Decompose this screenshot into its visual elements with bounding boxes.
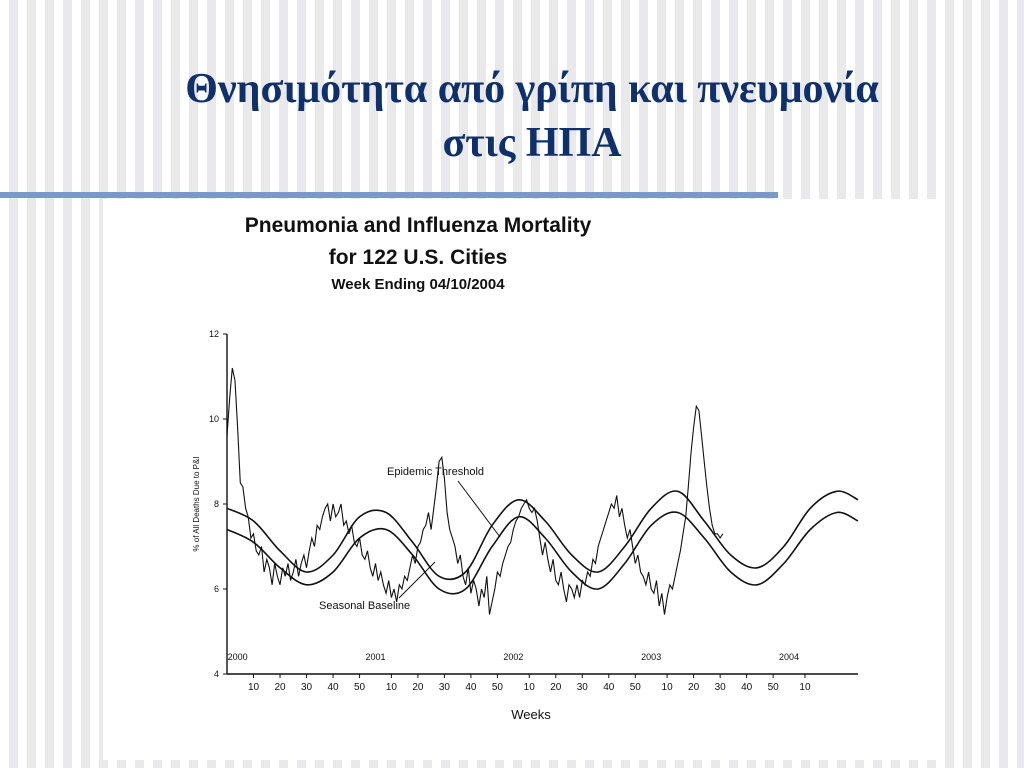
y-tick-label: 4 bbox=[214, 669, 219, 679]
x-tick-label: 20 bbox=[274, 682, 286, 693]
y-axis-label: % of All Deaths Due to P&I bbox=[192, 456, 201, 551]
observed-line bbox=[226, 367, 724, 615]
y-tick-label: 8 bbox=[214, 499, 219, 509]
chart-subtitle: for 122 U.S. Cities bbox=[329, 246, 508, 269]
chart-panel: Pneumonia and Influenza Mortality for 12… bbox=[103, 199, 940, 760]
year-label: 2003 bbox=[641, 652, 661, 662]
year-label: 2002 bbox=[503, 652, 523, 662]
x-tick-label: 10 bbox=[248, 682, 260, 693]
x-tick-label: 20 bbox=[412, 682, 424, 693]
x-tick-label: 50 bbox=[354, 682, 366, 693]
slide-title-line-2: στις ΗΠΑ bbox=[442, 120, 622, 166]
year-label: 2001 bbox=[365, 652, 385, 662]
x-tick-label: 20 bbox=[688, 682, 700, 693]
x-tick-label: 40 bbox=[741, 682, 753, 693]
seasonal-baseline-pointer bbox=[398, 561, 436, 599]
slide-title: Θνησιμότητα από γρίπη και πνευμονία στις… bbox=[60, 62, 1004, 170]
x-axis-label: Weeks bbox=[511, 707, 551, 722]
year-labels: 2000 2001 2002 2003 2004 bbox=[228, 652, 799, 662]
y-tick-label: 12 bbox=[209, 329, 219, 339]
epidemic-threshold-pointer bbox=[457, 480, 501, 538]
x-tick-label: 30 bbox=[439, 682, 451, 693]
chart-subtitle-2: Week Ending 04/10/2004 bbox=[331, 276, 505, 293]
x-tick-label: 10 bbox=[662, 682, 674, 693]
epidemic-threshold-annotation: Epidemic Threshold bbox=[387, 466, 484, 478]
chart-title: Pneumonia and Influenza Mortality bbox=[245, 214, 592, 237]
x-tick-label: 40 bbox=[327, 682, 339, 693]
epidemic-threshold-line bbox=[226, 490, 859, 581]
x-tick-label: 50 bbox=[492, 682, 504, 693]
x-tick-label: 50 bbox=[630, 682, 642, 693]
seasonal-baseline-annotation: Seasonal Baseline bbox=[319, 600, 410, 612]
y-tick-label: 10 bbox=[209, 414, 219, 424]
slide-title-line-1: Θνησιμότητα από γρίπη και πνευμονία bbox=[185, 66, 879, 112]
x-axis-ticks: 10 20 30 40 50 10 20 30 40 50 10 20 30 40 50 10 20 30 40 50… bbox=[248, 674, 811, 693]
x-tick-label: 40 bbox=[603, 682, 615, 693]
x-tick-label: 20 bbox=[550, 682, 562, 693]
x-tick-label: 30 bbox=[577, 682, 589, 693]
x-tick-label: 30 bbox=[301, 682, 313, 693]
year-label: 2000 bbox=[228, 652, 248, 662]
x-tick-label: 30 bbox=[715, 682, 727, 693]
x-tick-label: 10 bbox=[524, 682, 536, 693]
chart: Pneumonia and Influenza Mortality for 12… bbox=[192, 214, 859, 722]
title-divider bbox=[0, 192, 778, 198]
x-tick-label: 10 bbox=[386, 682, 398, 693]
x-tick-label: 40 bbox=[465, 682, 477, 693]
x-tick-label: 10 bbox=[799, 682, 811, 693]
series-layer bbox=[226, 367, 859, 615]
y-tick-label: 6 bbox=[214, 584, 219, 594]
year-label: 2004 bbox=[779, 652, 799, 662]
seasonal-baseline-line bbox=[226, 511, 859, 595]
y-axis-ticks: 4 6 8 10 12 bbox=[209, 329, 227, 679]
x-tick-label: 50 bbox=[768, 682, 780, 693]
